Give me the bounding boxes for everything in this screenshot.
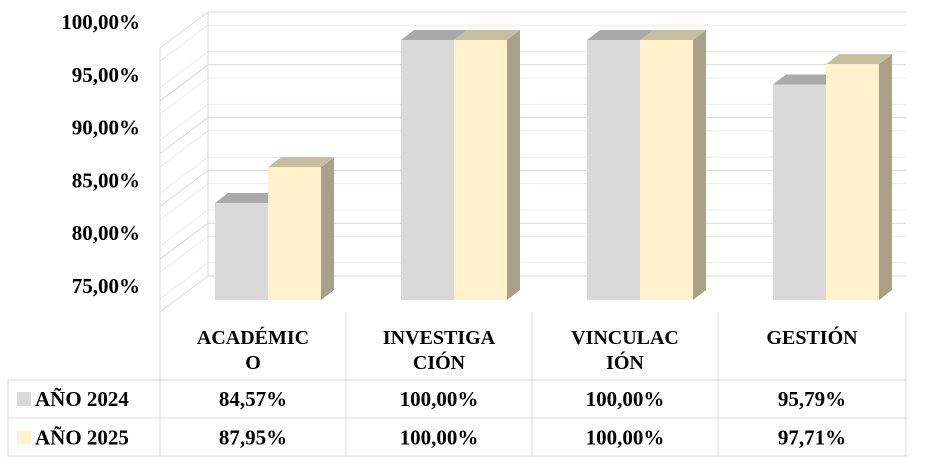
gridline-side (159, 169, 209, 207)
bar-side (321, 157, 334, 300)
gridline-minor (159, 77, 209, 115)
gridline-minor (159, 104, 209, 141)
bar-año-2024-0 (215, 202, 268, 300)
bar-top (454, 30, 520, 40)
data-label: 100,00% (586, 387, 665, 411)
y-tick-label: 100,00% (61, 10, 140, 34)
bar-top (826, 54, 892, 65)
x-tick-label: ACADÉMIC (197, 326, 309, 349)
legend-label: AÑO 2024 (35, 387, 129, 411)
x-tick-label: IÓN (606, 350, 644, 374)
gridline-minor (159, 262, 209, 300)
data-label: 87,95% (219, 426, 287, 450)
gridline-side (159, 275, 209, 313)
gridline-minor (159, 209, 209, 247)
legend-key (17, 392, 31, 406)
bar-año-2025-2 (640, 40, 693, 300)
x-tick-label: VINCULAC (571, 327, 679, 349)
gridline-minor (159, 130, 209, 168)
y-tick-label: 85,00% (72, 168, 140, 192)
y-tick-label: 95,00% (72, 63, 140, 87)
legend-label: AÑO 2025 (35, 426, 129, 450)
gridline-minor (159, 183, 209, 221)
bar-top (268, 157, 334, 168)
y-tick-label: 90,00% (72, 116, 140, 140)
bar-top (587, 30, 653, 40)
bar-año-2025-0 (268, 167, 321, 300)
bar-año-2024-2 (587, 40, 640, 300)
y-tick-label: 80,00% (72, 221, 140, 245)
bar-top (773, 74, 839, 85)
bar-año-2025-1 (454, 40, 507, 300)
gridline-side (159, 117, 209, 155)
gridline-minor (159, 235, 209, 273)
data-label: 95,79% (778, 387, 846, 411)
bar-side (507, 30, 520, 300)
y-tick-label: 75,00% (72, 274, 140, 298)
data-label: 100,00% (400, 387, 479, 411)
gridline-side (159, 64, 209, 102)
bar-año-2024-1 (401, 40, 454, 300)
gridline-side (159, 11, 209, 49)
gridline-minor (159, 24, 209, 62)
legend-key (17, 430, 31, 445)
data-label: 100,00% (400, 426, 479, 450)
x-tick-label: CIÓN (413, 350, 466, 374)
x-tick-label: GESTIÓN (766, 325, 858, 349)
data-label: 84,57% (219, 387, 287, 411)
gridline-side (159, 222, 209, 260)
bar-top (215, 192, 281, 203)
bar-side (879, 54, 892, 300)
bar-año-2024-3 (773, 84, 826, 300)
bar-top (640, 30, 706, 40)
data-label: 97,71% (778, 426, 846, 450)
x-tick-label: INVESTIGA (383, 327, 496, 349)
bar-top (401, 30, 467, 40)
data-label: 100,00% (586, 426, 665, 450)
x-tick-label: O (245, 352, 261, 374)
gridline-minor (159, 156, 209, 194)
gridline-minor (159, 51, 209, 88)
bar-side (693, 30, 706, 300)
bar-año-2025-3 (826, 64, 879, 300)
